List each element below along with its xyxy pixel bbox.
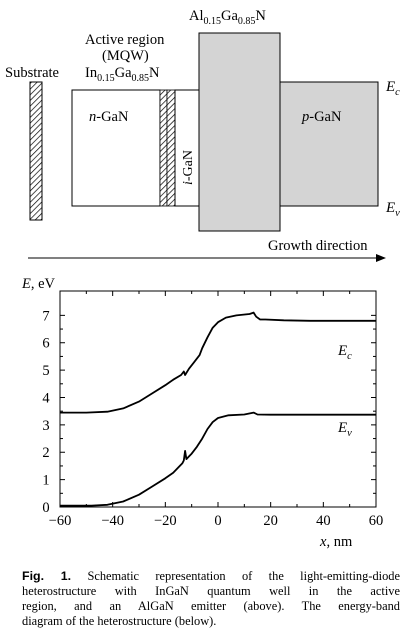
y-tick-label: 7 — [42, 308, 49, 324]
schematic-ec-label: Ec — [385, 79, 400, 98]
caption-line: region, and an AlGaN emitter (above). Th… — [22, 599, 400, 613]
i-gan-region — [174, 89, 200, 207]
x-tick-label: 40 — [316, 513, 331, 529]
chart-y-axis-label: E, eV — [21, 276, 56, 292]
caption-line: Fig. 1. Schematic representation of the … — [22, 569, 400, 584]
series-line-ec — [60, 311, 376, 414]
y-tick-label: 1 — [42, 473, 49, 489]
n-gan-label: n-GaN — [89, 109, 129, 125]
ingan-label: In0.15Ga0.85N — [85, 65, 160, 84]
caption-label: Fig. 1. — [22, 569, 72, 583]
y-tick-label: 4 — [42, 390, 50, 406]
caption-line: diagram of the heterostructure (below). — [22, 614, 217, 628]
y-tick-label: 6 — [42, 336, 49, 352]
x-tick-label: −60 — [49, 513, 72, 529]
chart-tick-labels: −60 −40 −20 0 20 40 60 0 1 2 3 4 5 6 7 — [42, 308, 383, 529]
heterostructure-schematic: Substrate n-GaN i-GaN Al0.15Ga0.85N p-Ga… — [5, 8, 400, 262]
chart-x-axis-label: x, nm — [319, 534, 353, 550]
figure-caption: Fig. 1. Schematic representation of the … — [22, 569, 400, 629]
growth-direction-arrowhead — [376, 254, 386, 262]
substrate-label: Substrate — [5, 65, 59, 81]
caption-text: Schematic representation of the light-em… — [87, 569, 400, 583]
series-label-ev: Ev — [337, 420, 352, 439]
x-tick-label: −20 — [154, 513, 177, 529]
p-gan-region — [279, 81, 379, 207]
p-gan-label: p-GaN — [301, 109, 342, 125]
schematic-ev-label: Ev — [385, 200, 400, 219]
active-region-label: Active region — [85, 32, 165, 48]
x-tick-label: 60 — [369, 513, 384, 529]
y-tick-label: 3 — [42, 418, 49, 434]
series-label-ec: Ec — [337, 343, 352, 362]
i-gan-label: i-GaN — [181, 150, 196, 185]
growth-direction-label: Growth direction — [268, 238, 368, 254]
y-tick-label: 0 — [42, 500, 49, 516]
mqw-layers — [159, 89, 176, 207]
algan-barrier — [198, 32, 281, 232]
y-tick-label: 5 — [42, 363, 49, 379]
caption-line: heterostructure with InGaN quantum well … — [22, 584, 400, 598]
algan-label: Al0.15Ga0.85N — [189, 8, 266, 27]
substrate-block — [29, 81, 43, 221]
x-tick-label: 20 — [263, 513, 278, 529]
y-tick-label: 2 — [42, 445, 49, 461]
x-tick-label: −40 — [101, 513, 124, 529]
x-tick-label: 0 — [214, 513, 221, 529]
n-gan-region — [71, 89, 161, 207]
mqw-label: (MQW) — [102, 48, 149, 64]
chart-series — [60, 311, 376, 507]
series-line-ev — [60, 411, 376, 507]
